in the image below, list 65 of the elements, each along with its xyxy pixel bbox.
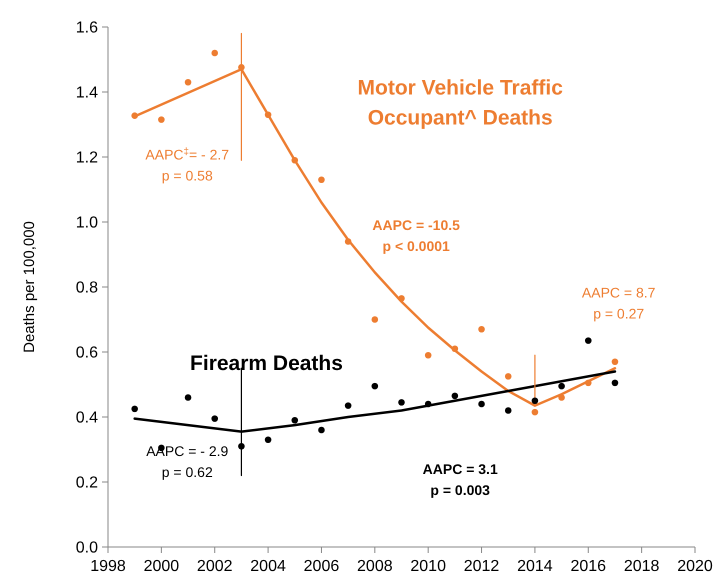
y-axis-title: Deaths per 100,000 [21,221,38,353]
point [424,352,432,359]
x-tick-label: 1998 [90,558,126,575]
point [344,238,352,245]
point [372,316,378,323]
point [398,295,405,302]
y-tick-label: 1.2 [76,150,98,167]
point [584,380,592,386]
point [131,112,138,120]
x-tick-label: 2012 [464,558,500,575]
point [612,380,618,386]
point [398,399,405,406]
point [291,416,298,424]
point [452,392,458,400]
point [372,382,378,390]
point [584,337,592,344]
point [238,64,245,71]
point [184,78,192,86]
y-tick-label: 0.0 [76,540,98,557]
point [291,156,298,164]
point [504,407,512,414]
x-tick-label: 2006 [304,558,340,575]
point [532,397,538,404]
y-tick-label: 0.4 [76,410,98,427]
y-tick-label: 0.8 [76,280,98,297]
annotation: AAPC = -10.5 p < 0.0001 [372,216,460,254]
point [532,408,538,416]
point [558,382,565,390]
point [452,345,458,352]
x-tick-label: 2018 [624,558,660,575]
y-tick-label: 1.0 [76,214,98,232]
x-tick-label: 2016 [570,558,606,575]
point [184,394,192,401]
y-tick-label: 0.2 [76,474,98,492]
x-tick-label: 2008 [357,558,393,575]
point [344,402,352,409]
point [318,176,325,184]
point [478,400,485,408]
x-tick-label: 2010 [410,558,446,575]
point [211,50,218,56]
y-tick-label: 1.6 [76,20,98,37]
y-tick-label: 1.4 [76,84,98,102]
y-tick-label: 0.6 [76,344,98,362]
point [612,358,618,366]
point [131,406,138,412]
point [211,415,218,422]
point [264,111,272,118]
annotation: AAPC = 3.1 p = 0.003 [422,461,498,498]
annotation: AAPC$^{‡}$= - 2.7 p = 0.58 [145,146,230,184]
point [238,442,245,450]
point [158,116,165,123]
x-tick-label: 2020 [677,558,713,575]
point [264,436,272,444]
x-tick-label: 2000 [144,558,180,575]
series-label: Firearm Deaths [190,352,343,376]
annotation: AAPC = 8.7 p = 0.27 [582,284,656,322]
point [558,394,565,401]
x-tick-label: 2004 [250,558,286,575]
x-tick-label: 2002 [196,558,233,575]
point [504,373,512,380]
point [478,326,485,333]
x-tick-label: 2014 [517,558,553,575]
text: Motor Vehicle Traffic Occupant^ Deaths [358,76,564,130]
point [424,400,432,408]
point [318,426,325,434]
